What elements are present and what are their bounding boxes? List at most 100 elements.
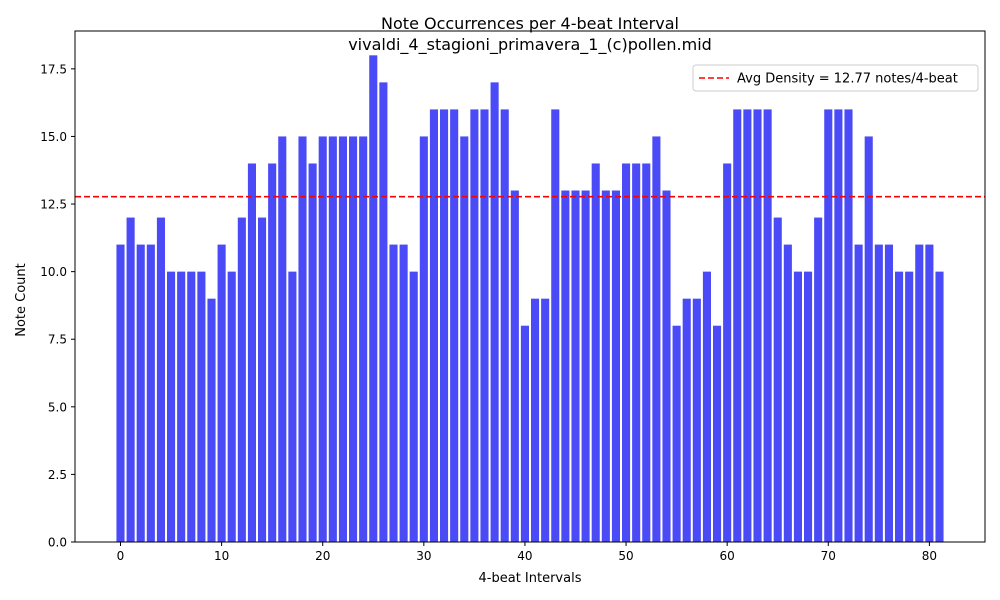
bar (874, 244, 883, 542)
bar (328, 136, 337, 542)
bar (905, 271, 914, 542)
bar (136, 244, 145, 542)
bar (622, 163, 631, 542)
x-tick-label: 20 (315, 549, 330, 563)
bar (227, 271, 236, 542)
bar (480, 109, 489, 542)
bar (793, 271, 802, 542)
x-tick-label: 70 (821, 549, 836, 563)
bar (470, 109, 479, 542)
bar (217, 244, 226, 542)
bar (884, 244, 893, 542)
bar (723, 163, 732, 542)
bar (834, 109, 843, 542)
bar (925, 244, 934, 542)
bar (854, 244, 863, 542)
bar (167, 271, 176, 542)
bars-group (116, 55, 944, 543)
bar (146, 244, 155, 542)
bar (611, 190, 620, 542)
x-tick-label: 0 (117, 549, 125, 563)
bar (783, 244, 792, 542)
bar (713, 325, 722, 542)
bar (369, 55, 378, 542)
bar (864, 136, 873, 542)
bar (743, 109, 752, 542)
bar (632, 163, 641, 542)
bar (642, 163, 651, 542)
bar (409, 271, 418, 542)
bar (338, 136, 347, 542)
bar (510, 190, 519, 542)
bar (692, 298, 701, 542)
bar (349, 136, 358, 542)
bar (258, 217, 267, 543)
bar (399, 244, 408, 542)
bar (308, 163, 317, 542)
x-tick-label: 80 (922, 549, 937, 563)
bar (682, 298, 691, 542)
y-axis-label: Note Count (14, 263, 29, 337)
bar (672, 325, 681, 542)
x-tick-label: 10 (214, 549, 229, 563)
bar (763, 109, 772, 542)
x-tick-label: 50 (618, 549, 633, 563)
y-axis-ticks: 0.0 2.5 5.0 7.5 10.0 12.5 15.0 17.5 (40, 62, 75, 550)
bar (187, 271, 196, 542)
bar (126, 217, 135, 543)
y-tick-label: 5.0 (48, 400, 67, 414)
bar (288, 271, 297, 542)
bar (561, 190, 570, 542)
y-tick-label: 2.5 (48, 468, 67, 482)
bar (359, 136, 368, 542)
bar (268, 163, 277, 542)
chart-title: Note Occurrences per 4-beat Interval (381, 14, 679, 33)
bar (591, 163, 600, 542)
y-tick-label: 0.0 (48, 536, 67, 550)
x-tick-label: 30 (416, 549, 431, 563)
bar (551, 109, 560, 542)
bar (116, 244, 125, 542)
bar (429, 109, 438, 542)
y-tick-label: 10.0 (40, 265, 67, 279)
bar (247, 163, 256, 542)
bar (318, 136, 327, 542)
bar (753, 109, 762, 542)
bar (652, 136, 661, 542)
x-axis-label: 4-beat Intervals (479, 571, 582, 586)
bar (500, 109, 509, 542)
y-tick-label: 7.5 (48, 333, 67, 347)
chart-subtitle: vivaldi_4_stagioni_primavera_1_(c)pollen… (348, 35, 712, 55)
bar (571, 190, 580, 542)
bar (702, 271, 711, 542)
bar (844, 109, 853, 542)
x-axis-ticks: 0 10 20 30 40 50 60 70 80 (117, 542, 937, 563)
bar (895, 271, 904, 542)
y-tick-label: 17.5 (40, 62, 67, 76)
legend-box (692, 64, 979, 92)
bar (460, 136, 469, 542)
bar (177, 271, 186, 542)
x-tick-label: 60 (720, 549, 735, 563)
legend: Avg Density = 12.77 notes/4-beat (692, 64, 979, 92)
bar (298, 136, 307, 542)
bar (278, 136, 287, 542)
bar (773, 217, 782, 543)
bar (419, 136, 428, 542)
bar (824, 109, 833, 542)
bar (440, 109, 449, 542)
legend-entry-average: Avg Density = 12.77 notes/4-beat (737, 72, 958, 87)
bar (389, 244, 398, 542)
bar (915, 244, 924, 542)
plot-frame (74, 30, 986, 543)
bar (935, 271, 944, 542)
bar (581, 190, 590, 542)
bar (379, 82, 388, 543)
bar (520, 325, 529, 542)
bar (733, 109, 742, 542)
bar (662, 190, 671, 542)
bar (531, 298, 540, 542)
bar (490, 82, 499, 543)
bar (601, 190, 610, 542)
bar (804, 271, 813, 542)
